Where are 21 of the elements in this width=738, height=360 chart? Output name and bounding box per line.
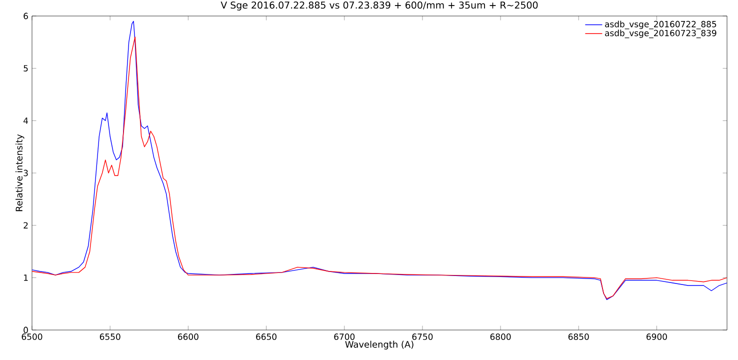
y-tick-label: 0: [24, 326, 28, 334]
x-tick-label: 6500: [22, 334, 42, 340]
x-tick-label: 6750: [412, 334, 433, 340]
x-tick-label: 6900: [646, 334, 667, 340]
y-tick-label: 1: [24, 274, 28, 281]
chart-title: V Sge 2016.07.22.885 vs 07.23.839 + 600/mm + 35um + R~2500: [220, 1, 538, 10]
legend-label: asdb_vsge_20160723_839: [605, 30, 716, 38]
x-tick-label: 6800: [490, 334, 511, 340]
y-axis-title: Relative intensity: [16, 134, 24, 212]
y-tick-label: 6: [24, 12, 28, 20]
x-tick-label: 6700: [334, 334, 355, 340]
y-tick-label: 5: [24, 65, 28, 72]
x-tick-label: 6850: [568, 334, 589, 340]
y-tick-label: 4: [24, 118, 28, 124]
x-axis-title: Wavelength (A): [345, 340, 414, 350]
x-tick-label: 6650: [256, 334, 276, 340]
y-tick-label: 2: [24, 222, 28, 228]
legend-label: asdb_vsge_20160722_885: [605, 20, 716, 30]
x-tick-label: 6600: [178, 334, 198, 340]
x-tick-label: 6550: [100, 334, 120, 340]
y-tick-label: 3: [24, 170, 28, 176]
